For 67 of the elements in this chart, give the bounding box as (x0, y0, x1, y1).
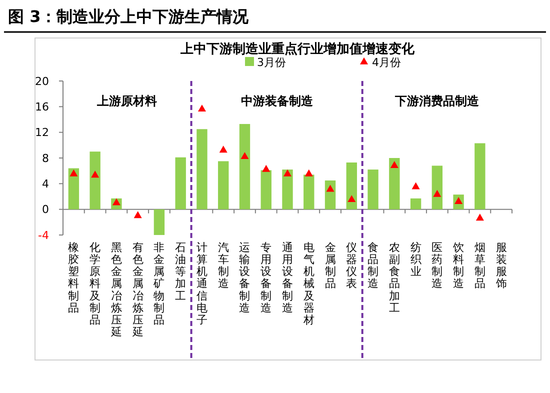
bar (239, 124, 250, 210)
bar (368, 170, 378, 210)
point (70, 169, 78, 176)
y-tick-label: 12 (35, 126, 49, 140)
y-tick-label: 4 (42, 178, 49, 191)
x-tick-label: 农副食品加工 (388, 240, 400, 314)
annotation: 上游原材料 (96, 94, 158, 108)
bar (432, 166, 443, 210)
bar (218, 161, 229, 210)
point (219, 146, 228, 153)
x-tick-label: 烟草制品 (474, 240, 486, 290)
point (91, 170, 100, 178)
chart-subtitle: 上中下游制造业重点行业增加值增速变化 (180, 41, 416, 57)
x-tick-label: 橡胶塑料制品 (68, 240, 80, 314)
bar (474, 143, 486, 210)
x-tick-label: 专用设备制造 (260, 240, 272, 314)
x-tick-label: 运输设备制造 (239, 240, 250, 314)
bar (68, 168, 80, 210)
point (390, 161, 398, 168)
bar (282, 170, 293, 210)
point (262, 164, 270, 172)
legend-label: 4月份 (372, 56, 401, 69)
y-tick-label: -4 (38, 228, 49, 242)
chart-title: 图 3：制造业分上中下游生产情况 (8, 7, 250, 26)
y-tick-label: 20 (35, 74, 49, 88)
y-tick-label: 8 (42, 152, 49, 165)
point (326, 184, 334, 192)
point (348, 195, 356, 202)
x-tick-label: 有色金属冶炼压延 (131, 240, 144, 339)
point (433, 190, 442, 197)
bar (175, 157, 186, 210)
x-tick-label: 计算机通信电子 (196, 240, 208, 326)
point (112, 198, 120, 206)
x-tick-label: 黑色金属冶炼压延 (110, 240, 122, 339)
legend-label: 3月份 (257, 56, 286, 69)
point (304, 169, 313, 176)
annotation: 中游装备制造 (240, 94, 314, 108)
bar (410, 198, 422, 210)
point (412, 182, 420, 190)
y-tick-label: 0 (42, 203, 49, 216)
y-tick-label: 16 (35, 100, 49, 114)
x-tick-label: 电气机械及器材 (302, 240, 314, 326)
annotation: 下游消费品制造 (394, 94, 480, 108)
x-tick-label: 金属制品 (324, 240, 336, 290)
x-tick-label: 饮料制造 (452, 240, 464, 290)
bar (90, 152, 100, 210)
x-tick-label: 汽车制造 (218, 240, 229, 290)
x-tick-label: 医药制造 (432, 240, 443, 290)
bar (346, 162, 357, 210)
x-tick-label: 仪器仪表 (346, 240, 358, 290)
x-tick-label: 纺织业 (410, 240, 422, 278)
point (198, 104, 206, 112)
point (134, 211, 142, 218)
bar (304, 174, 314, 210)
bar (154, 209, 165, 235)
point (283, 169, 292, 176)
x-tick-label: 食品制造 (368, 240, 379, 290)
point (476, 214, 484, 221)
bar (196, 129, 208, 210)
x-tick-label: 通用设备制造 (282, 240, 293, 314)
x-tick-label: 非金属矿物制品 (152, 240, 165, 326)
x-tick-label: 服装服饰 (494, 240, 507, 290)
bar (389, 158, 400, 210)
bar (260, 170, 272, 210)
point (240, 152, 249, 160)
x-tick-label: 石油等加工 (175, 240, 186, 302)
x-tick-label: 化学原料及制品 (90, 240, 101, 326)
